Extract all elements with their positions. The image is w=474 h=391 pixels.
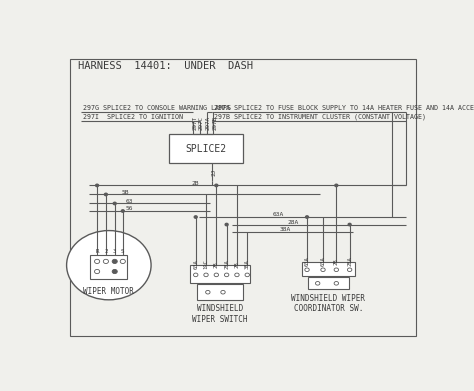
Text: 297G SPLICE2 TO CONSOLE WARNING LAMPS: 297G SPLICE2 TO CONSOLE WARNING LAMPS bbox=[83, 105, 231, 111]
Circle shape bbox=[235, 273, 239, 277]
Circle shape bbox=[194, 216, 197, 218]
Circle shape bbox=[334, 268, 338, 272]
Text: 2J: 2J bbox=[211, 168, 216, 176]
Circle shape bbox=[206, 291, 210, 294]
Circle shape bbox=[96, 184, 99, 187]
Text: 28A: 28A bbox=[224, 259, 229, 269]
Circle shape bbox=[335, 184, 338, 187]
Text: WINDSHIELD WIPER
COORDINATOR SW.: WINDSHIELD WIPER COORDINATOR SW. bbox=[292, 294, 365, 313]
Circle shape bbox=[215, 184, 218, 187]
Text: 297C: 297C bbox=[199, 116, 204, 130]
Bar bbox=[190, 265, 250, 283]
Text: 2B: 2B bbox=[191, 181, 199, 185]
Text: 297B SPLICE2 TO INSTRUMENT CLUSTER (CONSTANT VOLTAGE): 297B SPLICE2 TO INSTRUMENT CLUSTER (CONS… bbox=[213, 114, 426, 120]
Text: WINDSHIELD
WIPER SWITCH: WINDSHIELD WIPER SWITCH bbox=[192, 304, 248, 324]
Circle shape bbox=[193, 273, 198, 277]
Bar bbox=[308, 277, 348, 289]
Text: 63A: 63A bbox=[272, 212, 283, 217]
Circle shape bbox=[94, 269, 100, 274]
Circle shape bbox=[104, 193, 108, 196]
Text: 2: 2 bbox=[104, 249, 108, 253]
Text: 38A: 38A bbox=[245, 259, 250, 269]
Circle shape bbox=[121, 210, 124, 212]
Text: 2B: 2B bbox=[235, 261, 239, 267]
Text: SPLICE2: SPLICE2 bbox=[186, 143, 227, 154]
Circle shape bbox=[347, 268, 352, 272]
Circle shape bbox=[66, 231, 151, 300]
Circle shape bbox=[103, 259, 109, 264]
Bar bbox=[169, 134, 243, 163]
Circle shape bbox=[221, 291, 225, 294]
Text: 2B: 2B bbox=[334, 258, 339, 265]
Circle shape bbox=[204, 273, 208, 277]
Text: 28A: 28A bbox=[287, 220, 298, 225]
Circle shape bbox=[120, 259, 125, 264]
Circle shape bbox=[225, 223, 228, 226]
Circle shape bbox=[321, 268, 325, 272]
Circle shape bbox=[112, 259, 117, 264]
Text: 28A: 28A bbox=[347, 256, 352, 266]
Circle shape bbox=[112, 269, 117, 274]
Circle shape bbox=[224, 273, 229, 277]
Text: 3: 3 bbox=[113, 249, 117, 253]
Text: WIPER MOTOR: WIPER MOTOR bbox=[83, 287, 134, 296]
Text: 297B: 297B bbox=[212, 116, 217, 130]
Text: 63A: 63A bbox=[304, 256, 310, 266]
Text: 19C: 19C bbox=[203, 259, 209, 269]
Circle shape bbox=[306, 216, 309, 218]
Text: HARNESS  14401:  UNDER  DASH: HARNESS 14401: UNDER DASH bbox=[78, 61, 253, 72]
Text: 38A: 38A bbox=[280, 227, 291, 232]
Text: 297I  SPLICE2 TO IGNITION: 297I SPLICE2 TO IGNITION bbox=[83, 114, 183, 120]
Bar bbox=[91, 255, 127, 279]
Text: 2B: 2B bbox=[214, 261, 219, 267]
Bar bbox=[301, 262, 355, 276]
Text: 297A SPLICE2 TO FUSE BLOCK SUPPLY TO 14A HEATER FUSE AND 14A ACCESSORY FUSE: 297A SPLICE2 TO FUSE BLOCK SUPPLY TO 14A… bbox=[213, 105, 474, 111]
Circle shape bbox=[305, 268, 309, 272]
Circle shape bbox=[245, 273, 249, 277]
Text: 5B: 5B bbox=[122, 190, 129, 195]
Bar bbox=[197, 284, 243, 300]
Circle shape bbox=[113, 202, 116, 204]
Text: R: R bbox=[95, 249, 99, 253]
Circle shape bbox=[94, 259, 100, 264]
Text: 63A: 63A bbox=[193, 259, 198, 269]
Circle shape bbox=[214, 273, 219, 277]
Circle shape bbox=[334, 282, 338, 285]
Circle shape bbox=[348, 223, 351, 226]
Text: 63: 63 bbox=[125, 199, 133, 204]
Text: 297T: 297T bbox=[192, 116, 197, 130]
Text: 56: 56 bbox=[125, 206, 133, 211]
Text: 297A: 297A bbox=[206, 116, 210, 130]
Text: S: S bbox=[121, 249, 125, 253]
Circle shape bbox=[316, 282, 320, 285]
Text: 63A: 63A bbox=[320, 256, 326, 266]
